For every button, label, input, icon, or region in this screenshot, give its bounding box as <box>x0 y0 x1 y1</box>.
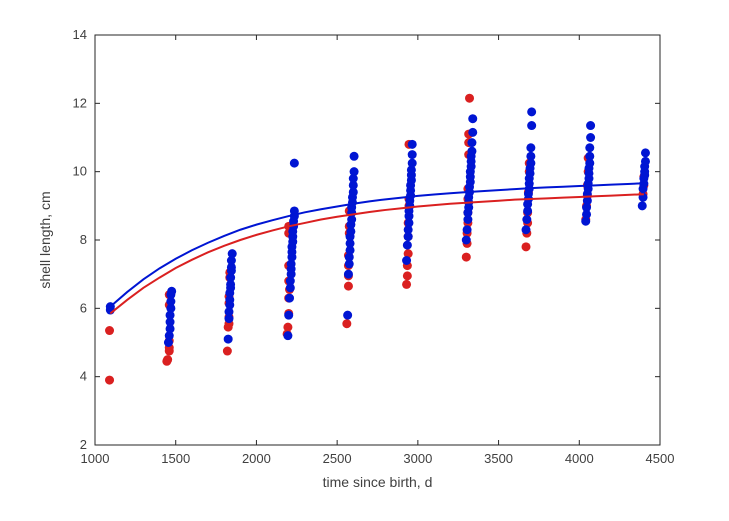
red-scatter <box>402 280 411 289</box>
blue-scatter <box>408 159 417 168</box>
y-tick-label: 10 <box>73 164 87 179</box>
blue-scatter <box>402 256 411 265</box>
blue-scatter <box>586 133 595 142</box>
blue-scatter <box>527 121 536 130</box>
blue-scatter <box>526 152 535 161</box>
blue-scatter <box>522 225 531 234</box>
y-tick-label: 6 <box>80 300 87 315</box>
blue-scatter <box>462 236 471 245</box>
red-scatter <box>522 242 531 251</box>
y-tick-label: 12 <box>73 95 87 110</box>
blue-scatter <box>467 138 476 147</box>
blue-scatter <box>408 140 417 149</box>
blue-scatter <box>283 331 292 340</box>
blue-scatter <box>224 335 233 344</box>
blue-scatter <box>586 121 595 130</box>
blue-scatter <box>463 225 472 234</box>
x-tick-label: 1500 <box>161 451 190 466</box>
x-tick-label: 4000 <box>565 451 594 466</box>
red-scatter <box>344 282 353 291</box>
y-tick-label: 2 <box>80 437 87 452</box>
blue-scatter <box>290 159 299 168</box>
x-tick-label: 3000 <box>403 451 432 466</box>
blue-scatter <box>228 249 237 258</box>
x-tick-label: 2000 <box>242 451 271 466</box>
y-tick-label: 4 <box>80 369 87 384</box>
blue-scatter <box>350 152 359 161</box>
blue-scatter <box>343 311 352 320</box>
blue-scatter <box>467 147 476 156</box>
red-line <box>110 194 644 313</box>
blue-scatter <box>344 270 353 279</box>
blue-scatter <box>527 107 536 116</box>
blue-scatter <box>522 215 531 224</box>
plot-box <box>95 35 660 445</box>
red-scatter <box>342 319 351 328</box>
blue-scatter <box>526 143 535 152</box>
x-tick-label: 4500 <box>646 451 675 466</box>
x-tick-label: 1000 <box>81 451 110 466</box>
chart-svg: 1000 1500 2000 2500 3000 3500 4000 4500 2 4 6 8 10 12… <box>0 0 729 521</box>
red-scatter <box>162 357 171 366</box>
red-scatter <box>105 326 114 335</box>
blue-scatter <box>641 148 650 157</box>
red-scatter <box>105 376 114 385</box>
blue-scatter <box>350 167 359 176</box>
x-axis-label: time since birth, d <box>323 474 433 490</box>
blue-scatter <box>468 128 477 137</box>
blue-scatter <box>641 157 650 166</box>
blue-scatter <box>638 201 647 210</box>
blue-scatter <box>403 241 412 250</box>
red-scatter <box>465 94 474 103</box>
blue-scatter <box>284 311 293 320</box>
growth-chart: 1000 1500 2000 2500 3000 3500 4000 4500 2 4 6 8 10 12… <box>0 0 729 521</box>
blue-scatter <box>468 114 477 123</box>
x-tick-label: 3500 <box>484 451 513 466</box>
blue-line <box>110 183 644 306</box>
y-tick-label: 8 <box>80 232 87 247</box>
red-scatter <box>283 323 292 332</box>
y-axis-label: shell length, cm <box>37 191 53 288</box>
x-tick-label: 2500 <box>323 451 352 466</box>
blue-scatter <box>285 294 294 303</box>
blue-scatter <box>167 287 176 296</box>
blue-scatter <box>585 143 594 152</box>
red-scatter <box>462 253 471 262</box>
red-scatter <box>223 347 232 356</box>
y-tick-label: 14 <box>73 27 87 42</box>
red-scatter <box>403 271 412 280</box>
blue-scatter <box>585 152 594 161</box>
blue-scatter <box>408 150 417 159</box>
